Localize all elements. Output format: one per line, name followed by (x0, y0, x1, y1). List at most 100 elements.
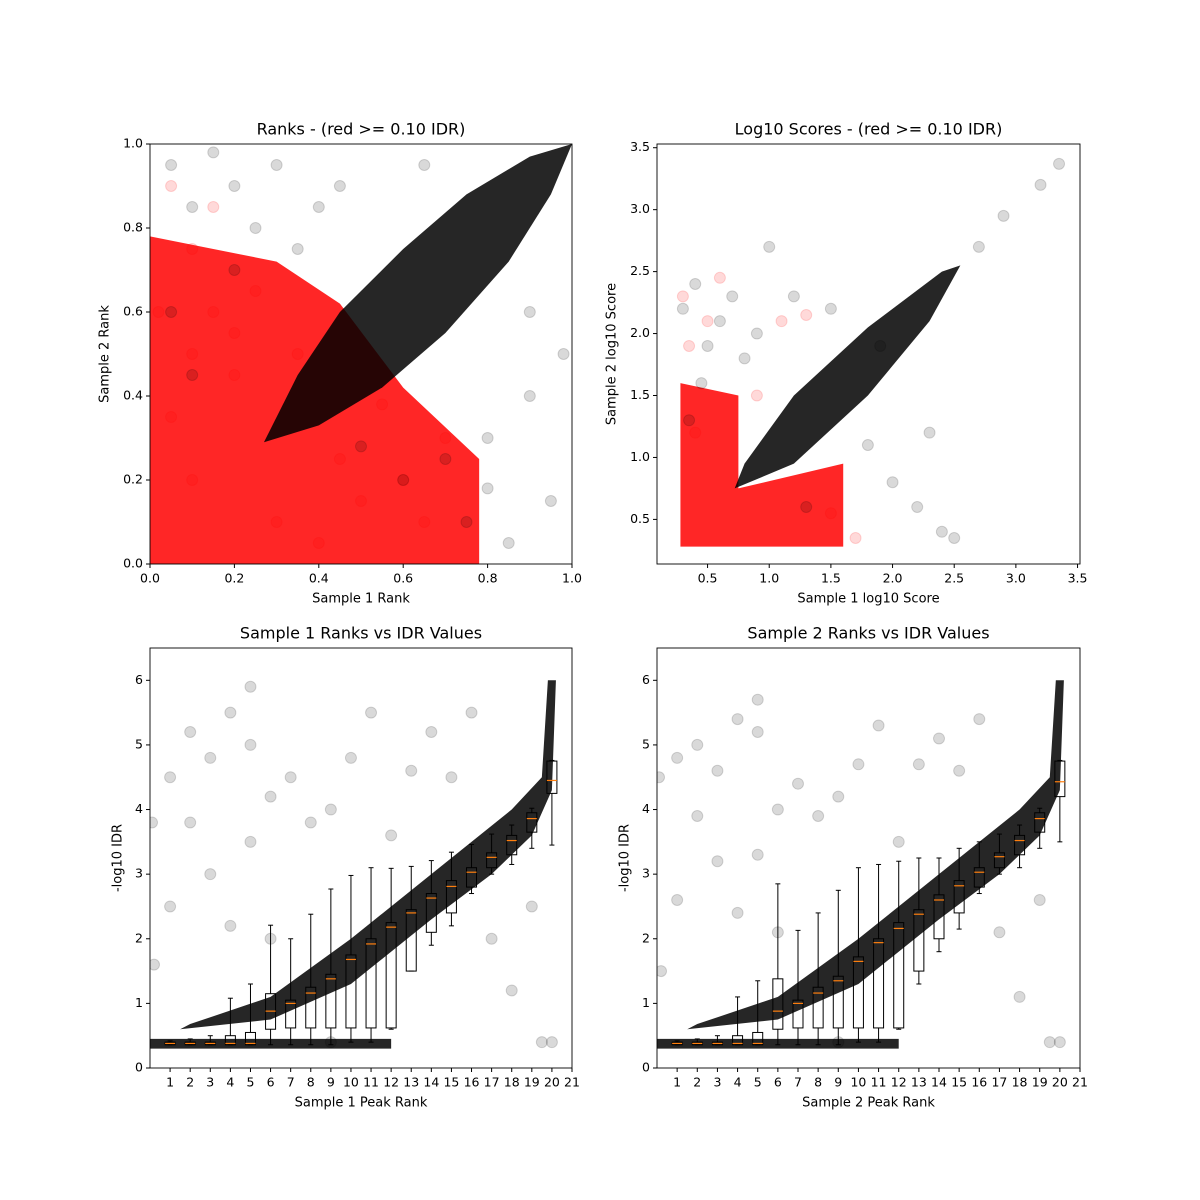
x-tick-label: 16 (971, 1075, 987, 1090)
point (545, 1036, 558, 1049)
x-tick-label: 0.5 (698, 571, 718, 586)
point (997, 209, 1010, 222)
point (892, 835, 905, 848)
point (481, 482, 494, 495)
point (912, 758, 925, 771)
point (204, 751, 217, 764)
x-tick-label: 6 (774, 1075, 782, 1090)
point (676, 302, 689, 315)
box (445, 880, 457, 914)
point (711, 764, 724, 777)
y-tick-label: 0.6 (123, 304, 143, 319)
point (270, 159, 283, 171)
point (751, 848, 764, 861)
point (228, 180, 241, 192)
point (244, 680, 257, 693)
box (732, 1035, 744, 1046)
point (207, 146, 220, 159)
point (224, 919, 237, 932)
point (397, 474, 410, 486)
x-tick-label: 1 (673, 1075, 681, 1090)
point (284, 771, 297, 784)
box (832, 975, 844, 1029)
x-tick-label: 9 (327, 1075, 335, 1090)
point (333, 180, 346, 192)
x-tick-label: 0.0 (140, 571, 160, 586)
x-axis-label: Sample 1 Peak Rank (295, 1096, 428, 1111)
point (671, 894, 684, 906)
x-tick-label: 15 (443, 1075, 459, 1090)
point (244, 835, 257, 848)
point (186, 474, 199, 486)
point (683, 414, 696, 427)
x-tick-label: 20 (544, 1075, 560, 1090)
plot-frame (656, 647, 1081, 1069)
point (376, 398, 389, 411)
x-tick-label: 3.0 (1006, 571, 1026, 586)
point (812, 810, 825, 822)
point (751, 726, 764, 738)
x-tick-label: 21 (1072, 1075, 1088, 1090)
point (771, 803, 784, 816)
point (150, 958, 161, 971)
point (333, 453, 346, 465)
box (285, 999, 297, 1029)
dense-cloud (263, 144, 572, 443)
y-tick-label: 1 (642, 995, 650, 1010)
point (886, 476, 899, 489)
point (911, 501, 924, 514)
chart-title: Ranks - (red >= 0.10 IDR) (257, 120, 466, 139)
dense-cloud (687, 680, 1064, 1030)
point (557, 348, 570, 360)
box (973, 867, 985, 888)
y-tick-label: 5 (642, 736, 650, 751)
point (244, 738, 257, 751)
box (933, 894, 945, 940)
point (701, 339, 714, 352)
point (164, 900, 177, 913)
y-tick-label: 0 (642, 1060, 650, 1075)
point (751, 693, 764, 706)
point (165, 306, 178, 318)
point (689, 426, 702, 439)
x-tick-label: 13 (911, 1075, 927, 1090)
y-tick-label: 6 (642, 672, 650, 687)
point (425, 726, 438, 738)
point (418, 516, 431, 528)
point (312, 201, 325, 213)
point (228, 327, 241, 339)
x-tick-label: 0.8 (478, 571, 498, 586)
x-tick-label: 19 (524, 1075, 540, 1090)
x-tick-label: 7 (794, 1075, 802, 1090)
y-tick-label: 1 (135, 995, 143, 1010)
point (691, 810, 704, 822)
point (150, 816, 159, 829)
x-tick-label: 14 (423, 1075, 439, 1090)
x-tick-label: 2.0 (883, 571, 903, 586)
point (184, 816, 197, 829)
point (676, 290, 689, 303)
point (264, 790, 277, 803)
x-tick-label: 3 (713, 1075, 721, 1090)
y-tick-label: 4 (642, 801, 650, 816)
point (849, 531, 862, 544)
y-axis-label: Sample 2 log10 Score (605, 283, 620, 425)
y-tick-label: 0.2 (123, 472, 143, 487)
dense-cloud (734, 265, 961, 489)
x-tick-label: 12 (891, 1075, 907, 1090)
box (1054, 760, 1066, 798)
point (535, 1036, 548, 1049)
point (711, 855, 724, 868)
point (418, 159, 431, 171)
point (224, 706, 237, 719)
point (713, 315, 726, 328)
box (812, 986, 824, 1029)
point (291, 348, 304, 360)
y-tick-label: 5 (135, 736, 143, 751)
x-tick-label: 2.5 (944, 571, 964, 586)
point (792, 777, 804, 790)
point (993, 926, 1006, 939)
y-tick-label: 1.0 (630, 449, 650, 464)
point (689, 278, 702, 290)
x-axis-label: Sample 1 Rank (312, 592, 410, 607)
